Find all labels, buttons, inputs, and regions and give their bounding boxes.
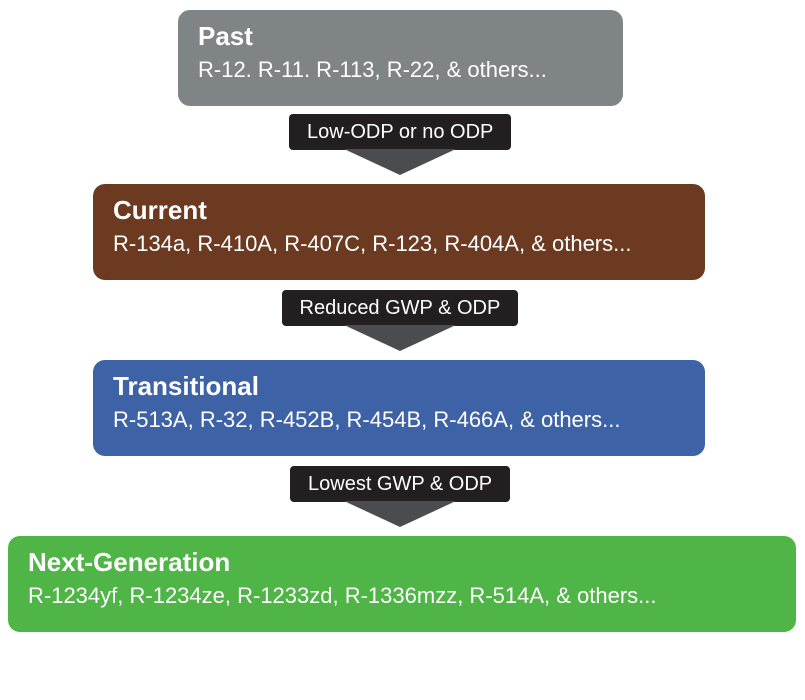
stage-nextgen: Next-Generation R-1234yf, R-1234ze, R-12… [8,536,796,632]
arrow-reduced-gwp: Reduced GWP & ODP [282,290,519,351]
refrigerant-flowchart: Past R-12. R-11. R-113, R-22, & others..… [0,0,805,700]
arrow-lowest-gwp-label: Lowest GWP & ODP [290,466,510,502]
arrow-lowest-gwp: Lowest GWP & ODP [290,466,510,527]
stage-past-body: R-12. R-11. R-113, R-22, & others... [198,56,603,84]
stage-transitional-body: R-513A, R-32, R-452B, R-454B, R-466A, & … [113,406,685,434]
arrow-down-icon [344,149,456,175]
stage-nextgen-body: R-1234yf, R-1234ze, R-1233zd, R-1336mzz,… [28,582,776,610]
arrow-down-icon [344,501,456,527]
stage-current: Current R-134a, R-410A, R-407C, R-123, R… [93,184,705,280]
stage-current-body: R-134a, R-410A, R-407C, R-123, R-404A, &… [113,230,685,258]
stage-past-title: Past [198,22,603,52]
arrow-reduced-gwp-label: Reduced GWP & ODP [282,290,519,326]
arrow-low-odp-label: Low-ODP or no ODP [289,114,511,150]
arrow-low-odp: Low-ODP or no ODP [289,114,511,175]
stage-past: Past R-12. R-11. R-113, R-22, & others..… [178,10,623,106]
stage-transitional: Transitional R-513A, R-32, R-452B, R-454… [93,360,705,456]
arrow-down-icon [344,325,456,351]
stage-current-title: Current [113,196,685,226]
stage-transitional-title: Transitional [113,372,685,402]
stage-nextgen-title: Next-Generation [28,548,776,578]
